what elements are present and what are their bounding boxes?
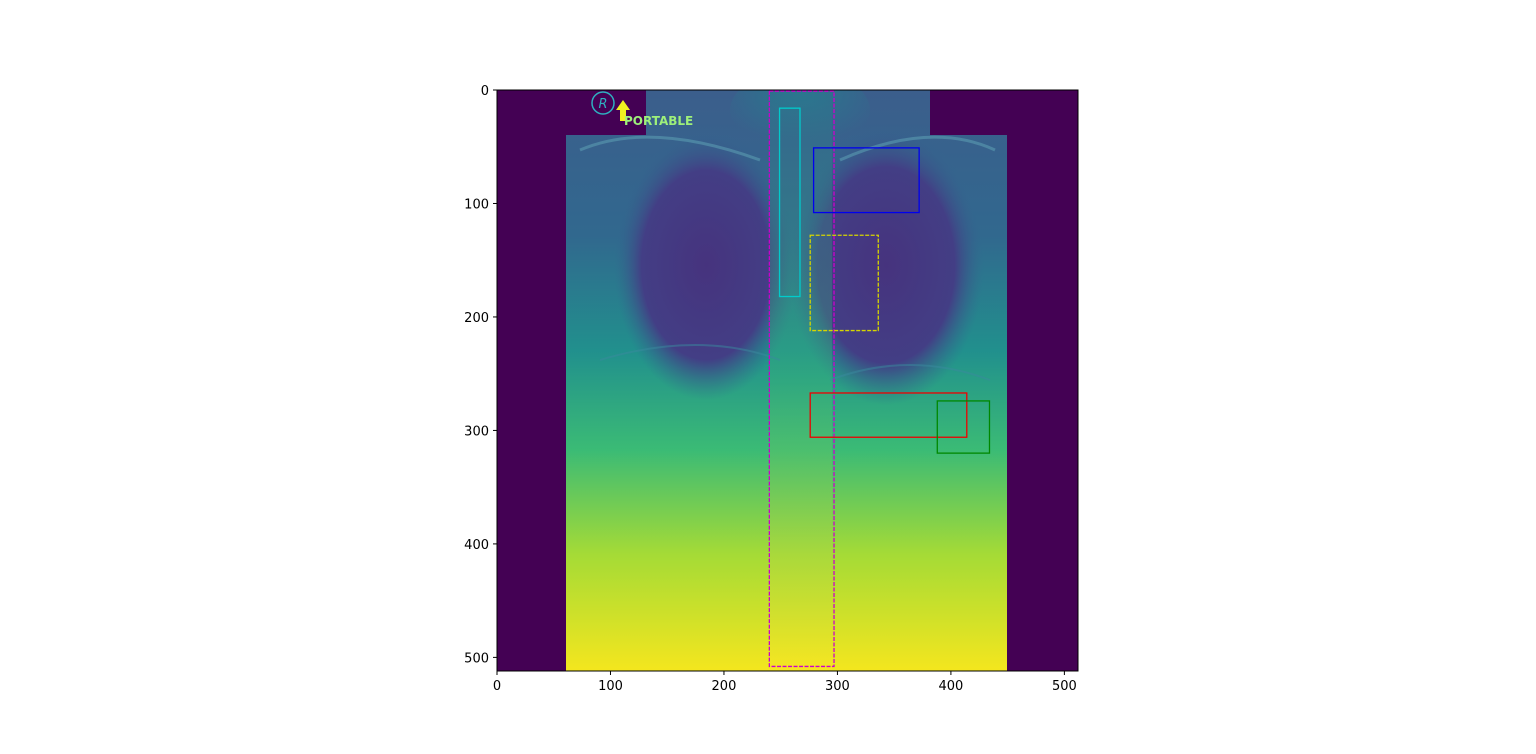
bounding-box xyxy=(809,234,879,332)
y-tick-label: 0 xyxy=(481,84,489,99)
xray-image xyxy=(497,90,1078,671)
bounding-box xyxy=(778,107,801,298)
y-tick-label: 500 xyxy=(464,651,489,666)
image-overlay: R PORTABLE xyxy=(591,91,693,128)
x-tick-label: 100 xyxy=(598,679,623,694)
y-axis: 0 100 200 300 400 500 xyxy=(464,84,497,666)
x-tick-label: 500 xyxy=(1052,679,1077,694)
x-tick-label: 400 xyxy=(938,679,963,694)
portable-label: PORTABLE xyxy=(624,114,693,128)
x-tick-label: 300 xyxy=(825,679,850,694)
y-tick-label: 400 xyxy=(464,538,489,553)
r-marker: R xyxy=(598,97,607,112)
axes-frame xyxy=(496,89,1079,672)
y-tick-label: 100 xyxy=(464,197,489,212)
bounding-box xyxy=(812,147,920,214)
bounding-box xyxy=(809,392,968,438)
x-axis: 0 100 200 300 400 500 xyxy=(493,671,1077,694)
x-tick-label: 0 xyxy=(493,679,501,694)
up-arrow-icon xyxy=(616,100,630,121)
x-tick-label: 200 xyxy=(712,679,737,694)
y-tick-label: 300 xyxy=(464,424,489,439)
bounding-box xyxy=(768,90,835,668)
bounding-box xyxy=(936,400,991,454)
r-marker-circle xyxy=(591,91,615,115)
bounding-boxes xyxy=(768,90,991,668)
y-tick-label: 200 xyxy=(464,311,489,326)
